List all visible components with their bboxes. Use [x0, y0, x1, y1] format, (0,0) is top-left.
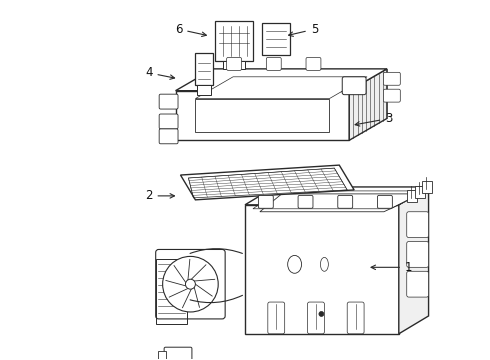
Ellipse shape [288, 255, 301, 273]
Polygon shape [349, 69, 387, 140]
Polygon shape [197, 85, 211, 95]
FancyBboxPatch shape [164, 347, 192, 360]
Polygon shape [215, 21, 253, 61]
Polygon shape [180, 165, 354, 200]
Ellipse shape [319, 311, 324, 316]
Bar [407, 190, 416, 202]
Polygon shape [175, 69, 387, 91]
FancyBboxPatch shape [308, 302, 324, 334]
Bar [158, 351, 166, 359]
Polygon shape [399, 187, 429, 334]
Circle shape [185, 279, 196, 289]
FancyBboxPatch shape [383, 89, 400, 102]
Text: 1: 1 [371, 261, 413, 274]
Text: 3: 3 [355, 112, 392, 126]
FancyBboxPatch shape [159, 129, 178, 144]
Polygon shape [262, 23, 290, 55]
Bar [415, 186, 425, 198]
FancyBboxPatch shape [383, 72, 400, 85]
Polygon shape [260, 194, 421, 212]
FancyBboxPatch shape [338, 195, 353, 208]
FancyBboxPatch shape [377, 195, 392, 208]
Polygon shape [245, 205, 399, 334]
Polygon shape [175, 91, 349, 140]
Polygon shape [245, 187, 429, 205]
FancyBboxPatch shape [306, 58, 321, 70]
FancyBboxPatch shape [159, 114, 178, 129]
Text: 4: 4 [145, 66, 174, 79]
FancyBboxPatch shape [267, 58, 281, 70]
FancyBboxPatch shape [342, 77, 366, 95]
FancyBboxPatch shape [159, 94, 178, 109]
FancyBboxPatch shape [298, 195, 313, 208]
FancyBboxPatch shape [407, 271, 429, 297]
FancyBboxPatch shape [407, 212, 429, 238]
Polygon shape [196, 53, 213, 85]
Polygon shape [223, 61, 245, 69]
FancyBboxPatch shape [268, 302, 285, 334]
Polygon shape [156, 260, 188, 324]
Text: 5: 5 [289, 23, 318, 36]
Polygon shape [196, 77, 367, 99]
Text: 6: 6 [175, 23, 206, 36]
FancyBboxPatch shape [347, 302, 364, 334]
Circle shape [163, 256, 218, 312]
Text: 2: 2 [145, 189, 174, 202]
FancyBboxPatch shape [258, 195, 273, 208]
FancyBboxPatch shape [227, 58, 242, 70]
Polygon shape [196, 99, 329, 132]
Ellipse shape [320, 257, 328, 271]
FancyBboxPatch shape [407, 242, 429, 267]
Bar [421, 181, 432, 193]
